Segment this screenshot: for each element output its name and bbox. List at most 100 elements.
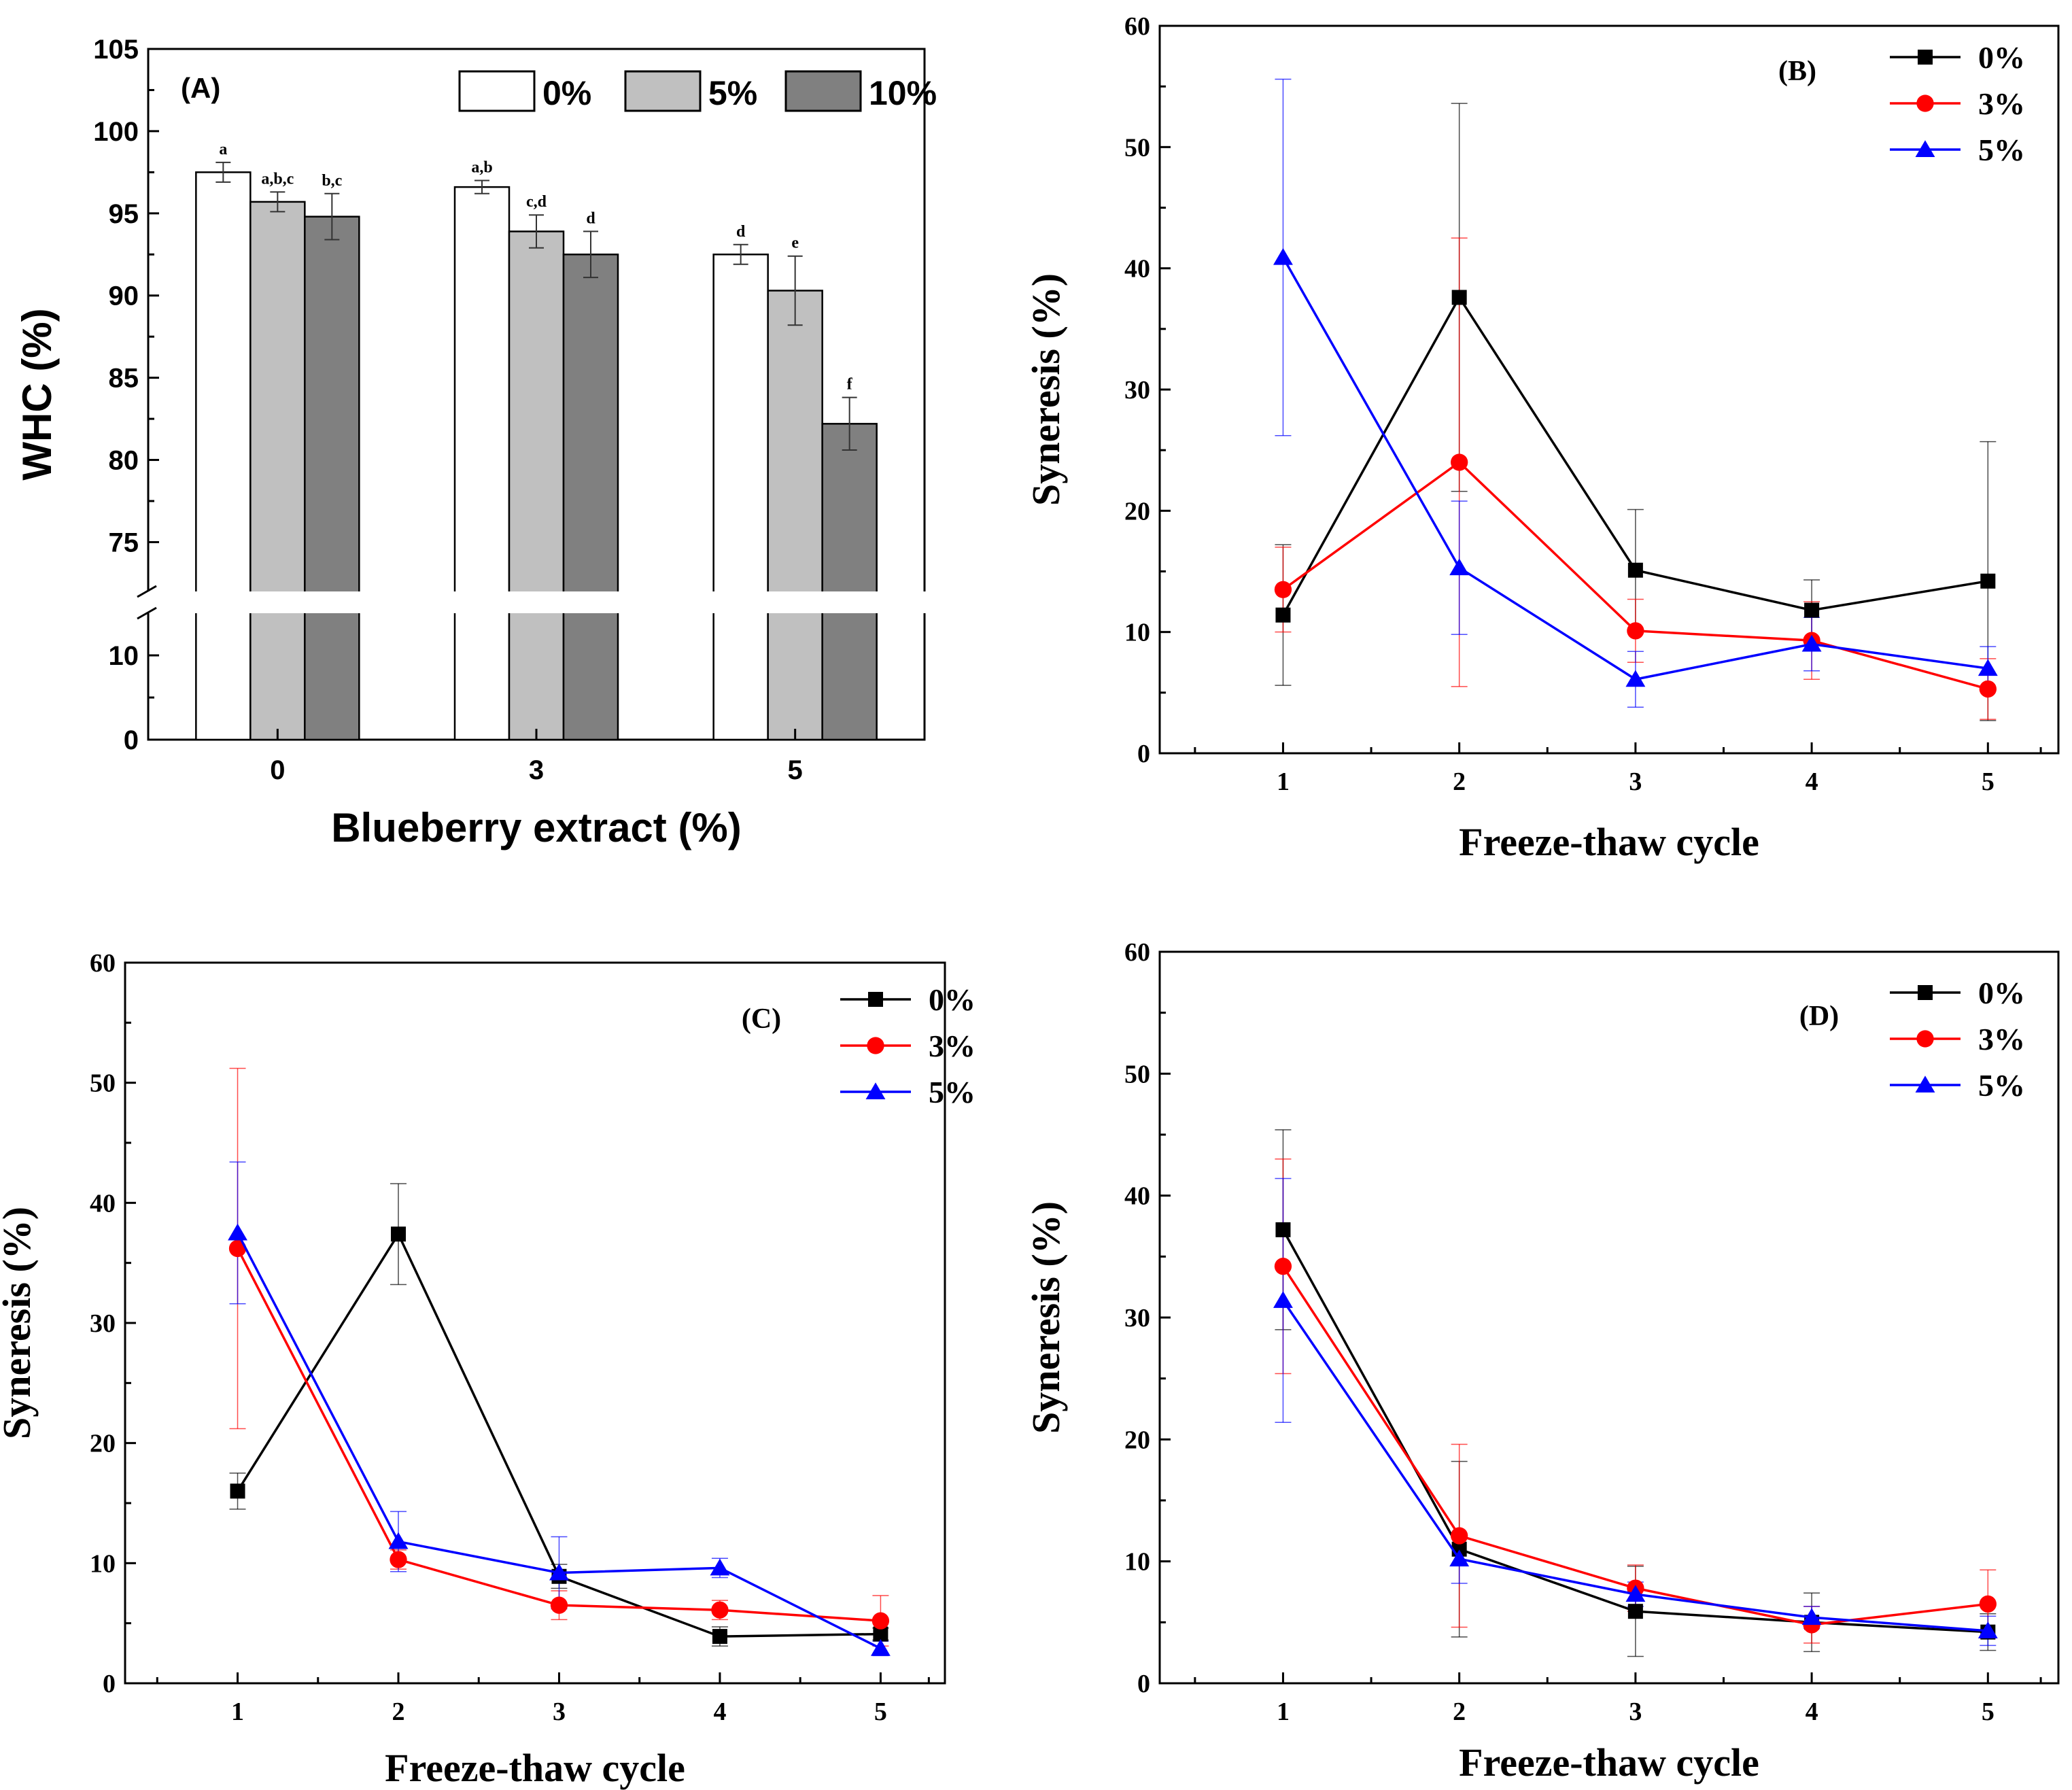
x-tick-label: 2 (1453, 768, 1466, 796)
y-tick-label: 20 (1124, 1426, 1150, 1454)
data-point (871, 1612, 890, 1630)
y-axis-label: WHC (%) (14, 308, 60, 480)
x-axis-label: Freeze-thaw cycle (1459, 820, 1759, 864)
x-tick-label: 5 (1982, 1698, 1995, 1726)
data-point (390, 1551, 407, 1568)
legend-marker (1918, 50, 1933, 65)
y-tick-label: 20 (1124, 497, 1150, 526)
x-tick-label: 4 (713, 1698, 726, 1726)
data-point (1449, 1549, 1470, 1567)
data-point (1980, 573, 1996, 589)
bar (453, 186, 511, 741)
bar (195, 171, 252, 741)
data-point (712, 1629, 727, 1645)
x-tick-label: 1 (1277, 1698, 1290, 1726)
panel-label: (A) (181, 72, 220, 104)
y-tick-label: 20 (90, 1430, 116, 1458)
data-point (228, 1239, 247, 1258)
panel-label: (B) (1778, 56, 1816, 87)
x-tick-label: 5 (1982, 768, 1995, 796)
data-point (1627, 622, 1644, 640)
significance-letter: c,d (526, 193, 547, 211)
data-point (1449, 558, 1470, 576)
y-tick-label: 50 (1124, 1060, 1150, 1088)
data-point (550, 1596, 568, 1614)
y-tick-label: 0 (1137, 1670, 1150, 1698)
significance-letter: a,b (471, 158, 492, 176)
data-point (1801, 634, 1822, 652)
y-tick-label: 75 (109, 528, 139, 557)
data-point (711, 1601, 729, 1619)
y-tick-label: 60 (1124, 938, 1150, 967)
x-tick-label: 3 (1629, 768, 1642, 796)
data-point (1978, 659, 1998, 676)
significance-letter: e (791, 235, 799, 252)
y-tick-label: 30 (1124, 376, 1150, 405)
data-point (391, 1226, 406, 1242)
significance-letter: b,c (322, 172, 342, 190)
y-axis-label: Syneresis (%) (1024, 273, 1068, 506)
data-point (388, 1532, 409, 1549)
significance-letter: a (219, 141, 227, 158)
legend-marker (1916, 1030, 1934, 1048)
y-tick-label: 100 (93, 117, 139, 147)
y-tick-label: 0 (124, 725, 139, 755)
plot-frame (1158, 24, 2060, 755)
y-tick-label: 30 (1124, 1304, 1150, 1332)
x-tick-label: 2 (392, 1698, 405, 1726)
y-tick-label: 80 (109, 446, 139, 476)
y-tick-label: 50 (90, 1069, 116, 1098)
data-point (1451, 453, 1468, 471)
x-tick-label: 5 (788, 755, 803, 785)
data-point (1625, 1585, 1646, 1602)
x-tick-label: 2 (1453, 1698, 1466, 1726)
x-tick-label: 3 (553, 1698, 566, 1726)
y-tick-label: 50 (1124, 133, 1150, 162)
data-point (1273, 247, 1293, 265)
panel-b: 0 10 20 30 40 50 60 1 2 3 4 5 Freeze-thaw cycle Syner… (1024, 12, 2060, 864)
legend-label: 5% (708, 74, 757, 112)
axis-break-mark (137, 606, 157, 620)
data-point (1979, 1595, 1997, 1613)
data-point (1978, 1621, 1998, 1638)
x-tick-label: 3 (529, 755, 544, 785)
y-tick-label: 85 (109, 364, 139, 394)
axis-break-mark (137, 585, 157, 598)
legend-label: 3% (1978, 86, 2025, 121)
legend-label: 3% (929, 1029, 975, 1063)
significance-letter: d (586, 209, 595, 227)
data-point (1627, 1604, 1643, 1619)
x-tick-label: 0 (270, 755, 285, 785)
y-tick-label: 10 (1124, 619, 1150, 647)
legend-marker (867, 1037, 884, 1054)
x-axis-label: Freeze-thaw cycle (385, 1746, 685, 1790)
y-tick-label: 40 (1124, 255, 1150, 283)
data-point (1274, 581, 1292, 598)
data-point (1275, 607, 1291, 623)
y-tick-label: 40 (1124, 1182, 1150, 1211)
legend-label: 5% (929, 1075, 975, 1109)
legend-label: 3% (1978, 1022, 2025, 1056)
panel-a: 75 80 85 90 95 100 105 0 10 a a,b,c b,c 0 a,b c,d d 3 d e f… (14, 35, 937, 850)
panel-label: (D) (1799, 1001, 1839, 1032)
legend-marker (1915, 1075, 1935, 1092)
y-tick-label: 10 (109, 641, 139, 671)
legend-marker (868, 992, 883, 1007)
data-point (1451, 1527, 1468, 1545)
data-point (1625, 670, 1646, 687)
x-tick-label: 5 (874, 1698, 887, 1726)
panel-label: (C) (742, 1003, 781, 1035)
y-axis-label: Syneresis (%) (1024, 1201, 1068, 1434)
legend-marker (1918, 985, 1933, 1000)
x-axis-label: Blueberry extract (%) (331, 805, 742, 850)
x-tick-label: 4 (1806, 768, 1818, 796)
bar (508, 230, 565, 741)
x-tick-label: 4 (1806, 1698, 1818, 1726)
axis-break (139, 591, 934, 613)
legend-swatch (784, 70, 862, 112)
legend-label: 0% (929, 982, 975, 1017)
bar (821, 423, 878, 741)
bar (712, 254, 769, 741)
data-point (1275, 1222, 1291, 1237)
